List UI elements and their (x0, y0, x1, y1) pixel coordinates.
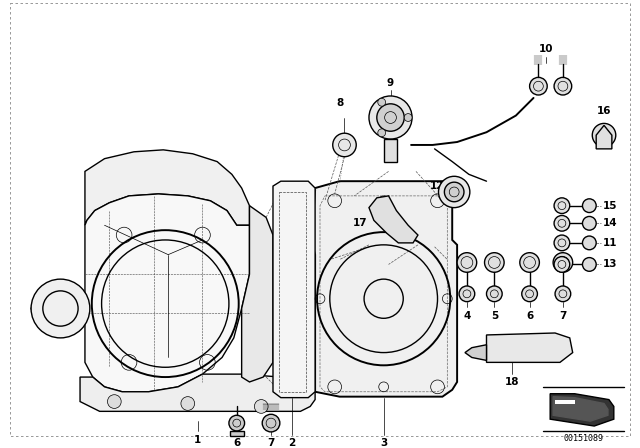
Circle shape (582, 236, 596, 250)
Circle shape (229, 415, 244, 431)
Circle shape (457, 253, 477, 272)
Polygon shape (550, 394, 614, 426)
Polygon shape (230, 431, 244, 436)
Circle shape (484, 253, 504, 272)
Text: 5: 5 (491, 311, 498, 322)
Circle shape (377, 104, 404, 131)
Polygon shape (31, 286, 85, 331)
Text: 14: 14 (603, 218, 618, 228)
Text: 7: 7 (559, 311, 566, 322)
Circle shape (520, 253, 540, 272)
Polygon shape (555, 400, 575, 404)
Polygon shape (273, 181, 315, 398)
Polygon shape (369, 196, 418, 243)
Circle shape (553, 253, 573, 272)
Circle shape (262, 414, 280, 432)
Text: 3: 3 (380, 438, 387, 448)
Circle shape (333, 133, 356, 157)
Circle shape (522, 286, 538, 302)
Text: 15: 15 (603, 201, 618, 211)
Polygon shape (242, 206, 273, 382)
Polygon shape (465, 345, 486, 361)
Circle shape (582, 199, 596, 212)
Circle shape (181, 396, 195, 410)
Circle shape (369, 96, 412, 139)
Circle shape (554, 215, 570, 231)
Circle shape (486, 286, 502, 302)
Text: 1: 1 (194, 435, 201, 445)
Polygon shape (80, 374, 315, 411)
Circle shape (555, 286, 571, 302)
Polygon shape (85, 194, 250, 392)
Text: 13: 13 (603, 259, 618, 269)
Text: 18: 18 (505, 377, 519, 387)
Circle shape (554, 198, 570, 214)
Text: 11: 11 (603, 238, 618, 248)
Polygon shape (553, 396, 608, 421)
Text: 17: 17 (353, 218, 367, 228)
Text: 12: 12 (430, 181, 444, 191)
Text: 16: 16 (596, 106, 611, 116)
Polygon shape (312, 181, 457, 396)
Circle shape (582, 258, 596, 271)
Polygon shape (596, 125, 612, 149)
Text: 8: 8 (336, 98, 343, 108)
Circle shape (254, 400, 268, 414)
Circle shape (592, 123, 616, 147)
Circle shape (108, 395, 121, 409)
Text: 6: 6 (233, 438, 241, 448)
Text: 00151089: 00151089 (563, 434, 604, 443)
Circle shape (438, 177, 470, 207)
Circle shape (444, 182, 464, 202)
Text: 6: 6 (526, 311, 533, 322)
Text: 7: 7 (268, 438, 275, 448)
Circle shape (529, 78, 547, 95)
Polygon shape (85, 150, 250, 225)
Text: 4: 4 (463, 311, 470, 322)
Circle shape (404, 114, 412, 121)
Circle shape (459, 286, 475, 302)
Circle shape (554, 257, 570, 272)
Polygon shape (486, 333, 573, 362)
Circle shape (378, 129, 386, 137)
Text: 10: 10 (539, 44, 554, 54)
Text: 9: 9 (387, 78, 394, 88)
Polygon shape (383, 139, 397, 162)
Circle shape (31, 279, 90, 338)
Circle shape (378, 99, 386, 106)
Circle shape (554, 235, 570, 251)
Circle shape (554, 78, 572, 95)
Circle shape (582, 216, 596, 230)
Text: 2: 2 (288, 438, 295, 448)
